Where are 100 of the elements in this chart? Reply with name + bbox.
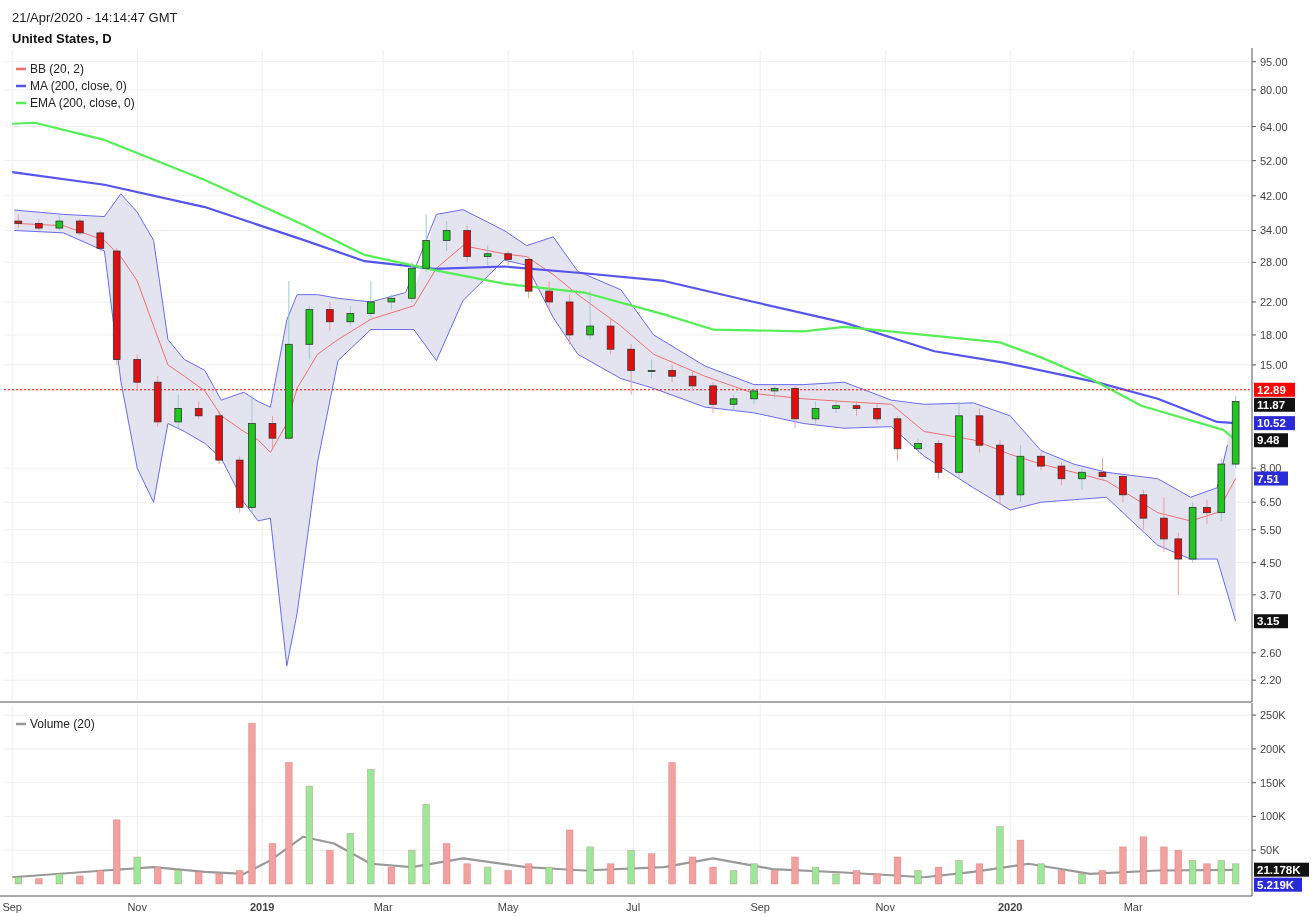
bar: [1160, 846, 1168, 885]
candlestick: [606, 317, 615, 355]
y-tick-label: 64.00: [1260, 120, 1288, 133]
bar: [1037, 863, 1045, 885]
bar: [524, 863, 533, 885]
bar: [346, 833, 355, 885]
legend-label: BB (20, 2): [30, 62, 85, 76]
candlestick: [268, 415, 277, 450]
bar: [174, 870, 182, 885]
bar: [709, 866, 717, 885]
bar: [975, 863, 984, 885]
bar: [1174, 849, 1182, 885]
bar: [1231, 863, 1240, 885]
y-tick-label: 250K: [1260, 709, 1287, 722]
x-tick-label: Nov: [875, 901, 896, 913]
candlestick: [647, 358, 656, 380]
bar: [893, 856, 902, 885]
legend-label: MA (200, close, 0): [30, 79, 127, 93]
candlestick: [1098, 457, 1107, 480]
candlestick: [483, 245, 492, 266]
bar: [76, 875, 84, 885]
y-tick-label: 200K: [1260, 742, 1287, 755]
candlestick: [174, 394, 182, 429]
candlestick: [709, 381, 717, 414]
bar: [285, 762, 293, 885]
bar: [750, 863, 758, 885]
chart-title: United States, D: [12, 31, 112, 46]
y-tick-label: 34.00: [1260, 224, 1288, 237]
x-tick-label: Sep: [2, 901, 22, 913]
bar: [35, 878, 43, 885]
annotation: 3.15: [1257, 615, 1280, 628]
bar: [1098, 870, 1107, 885]
bar: [113, 819, 121, 885]
bar: [586, 846, 594, 885]
bar: [463, 863, 471, 885]
x-tick-label: Sep: [750, 901, 770, 913]
bar: [852, 870, 861, 885]
y-tick-label: 100K: [1260, 810, 1287, 823]
candlestick: [1174, 532, 1183, 596]
y-tick-label: 15.00: [1260, 358, 1288, 371]
bar: [235, 870, 244, 885]
bar: [326, 849, 334, 885]
bar: [996, 826, 1004, 885]
annotation: 5.219K: [1257, 878, 1295, 891]
x-tick-label: Jul: [626, 901, 641, 913]
candlestick: [96, 229, 105, 252]
bar: [154, 866, 162, 885]
bar: [545, 866, 553, 885]
bar: [367, 768, 375, 885]
y-tick-label: 52.00: [1260, 154, 1288, 167]
bar: [811, 866, 820, 885]
bar: [1119, 846, 1127, 885]
x-tick-label: May: [497, 901, 520, 913]
candlestick: [873, 403, 881, 424]
candlestick: [367, 280, 375, 319]
bar: [1057, 870, 1066, 885]
bar: [1203, 863, 1211, 885]
x-tick-label: Nov: [127, 901, 148, 913]
annotation: 9.48: [1257, 434, 1280, 447]
legend-label: EMA (200, close, 0): [30, 96, 135, 110]
y-tick-label: 6.50: [1260, 496, 1282, 509]
bar: [55, 873, 64, 885]
bar: [729, 870, 738, 885]
candlestick: [668, 364, 676, 383]
bar: [1078, 873, 1086, 885]
ref-line-label: 12.89: [1257, 383, 1286, 396]
bar: [832, 873, 840, 885]
candlestick: [1078, 467, 1086, 491]
line-series: [13, 193, 1228, 498]
bar: [195, 871, 203, 885]
bar: [483, 866, 492, 885]
bar: [934, 866, 943, 885]
candlestick: [1139, 489, 1148, 531]
y-tick-label: 42.00: [1260, 189, 1288, 202]
candlestick: [1203, 499, 1211, 525]
candlestick: [326, 301, 334, 331]
bar: [504, 870, 512, 885]
x-tick-label: Mar: [1123, 901, 1143, 913]
bar: [133, 856, 141, 885]
candlestick: [811, 401, 820, 424]
y-tick-label: 3.70: [1260, 588, 1282, 601]
annotation: 21.178K: [1257, 863, 1302, 876]
y-tick-label: 5.50: [1260, 523, 1282, 536]
bar: [1016, 839, 1025, 885]
candlestick: [832, 401, 840, 414]
y-tick-label: 28.00: [1260, 256, 1288, 269]
bar: [627, 849, 635, 885]
bar: [442, 843, 451, 885]
y-tick-label: 95.00: [1260, 55, 1288, 68]
candlestick: [504, 250, 512, 266]
legend-label: Volume (20): [30, 717, 95, 731]
bar: [770, 870, 779, 885]
y-tick-label: 50K: [1260, 844, 1281, 857]
annotation: 11.87: [1257, 398, 1286, 411]
bar: [1139, 836, 1148, 885]
candlestick: [688, 369, 697, 392]
candlestick: [627, 343, 635, 396]
bar: [873, 873, 881, 885]
x-tick-label: 2020: [997, 901, 1023, 913]
candlestick: [1160, 496, 1168, 553]
